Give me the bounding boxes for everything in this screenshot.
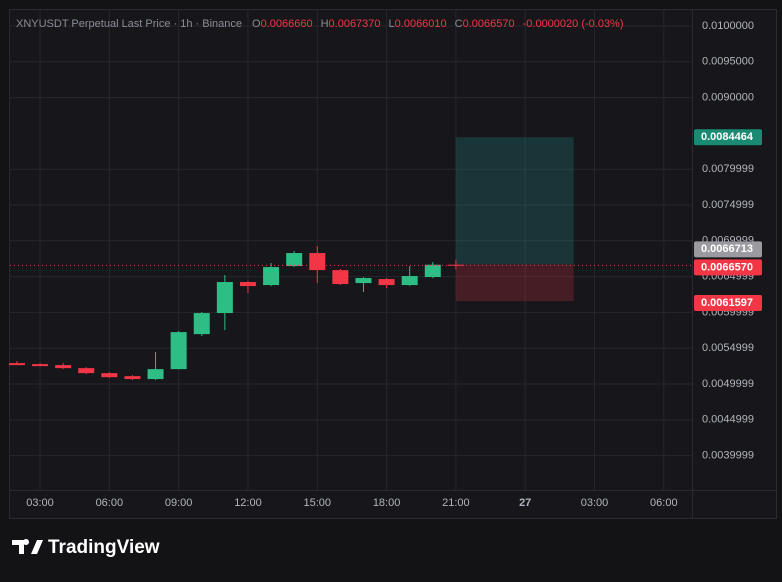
y-tick-label: 0.0054999 [702,342,754,354]
x-tick-label: 12:00 [234,497,262,509]
candle-body [32,364,49,367]
x-tick-label: 15:00 [304,497,332,509]
ohlc-change: -0.0000020 (-0.03%) [523,18,624,30]
candle-body [447,264,464,266]
x-tick-label: 09:00 [165,497,193,509]
price-badge-label: 0.0061597 [701,297,753,309]
chart-frame [9,9,777,519]
price-badge [694,294,762,311]
price-badge-label: 0.0066713 [701,243,753,255]
ohlc-label: C [455,18,463,30]
candle-body [309,253,326,271]
candle-body [147,369,164,380]
loss-zone [455,264,574,301]
ohlc-label: O [252,18,261,30]
candle-body [263,267,280,286]
x-tick-label: 06:00 [96,497,124,509]
x-tick-label: 06:00 [650,497,678,509]
chart-title: XNYUSDT Perpetual Last Price · 1h · Bina… [16,18,242,30]
candle-body [8,363,25,366]
y-tick-label: 0.0079999 [702,163,754,175]
candle-body [424,264,441,278]
price-badge [694,129,762,146]
candle-body [170,332,187,370]
x-tick-label: 21:00 [442,497,470,509]
ohlc-value: 0.0066660 [261,18,313,30]
y-tick-label: 0.0039999 [702,450,754,462]
candle-body [55,365,72,369]
price-badge-label: 0.0084464 [701,131,754,143]
y-tick-label: 0.0049999 [702,378,754,390]
candle-body [332,270,349,285]
candle-body [401,276,418,286]
price-badge [694,259,762,276]
candle-body [101,373,118,378]
logo-icon [12,539,43,554]
x-tick-label: 27 [519,497,531,509]
y-tick-label: 0.0095000 [702,56,754,68]
x-tick-label: 03:00 [26,497,54,509]
ohlc-value: 0.0066570 [463,18,515,30]
candle-body [286,253,303,267]
candle-body [216,282,233,314]
candle-body [193,313,210,335]
price-badge [694,241,762,258]
x-tick-label: 18:00 [373,497,401,509]
ohlc-value: 0.0067370 [329,18,381,30]
logo: TradingView [12,537,160,558]
price-badge-label: 0.0066570 [701,261,753,273]
x-tick-label: 03:00 [581,497,609,509]
candle-body [239,282,256,287]
candle-body [378,279,395,286]
ohlc-label: H [321,18,329,30]
brand: TradingView [48,537,160,558]
ohlc-label: L [389,18,395,30]
candle-body [355,278,372,284]
y-tick-label: 0.0074999 [702,199,754,211]
y-tick-label: 0.0100000 [702,20,754,32]
candle-body [78,368,95,374]
y-tick-label: 0.0090000 [702,91,754,103]
candle-body [124,376,141,380]
ohlc-value: 0.0066010 [395,18,447,30]
y-tick-label: 0.0044999 [702,414,754,426]
profit-zone [455,137,574,265]
